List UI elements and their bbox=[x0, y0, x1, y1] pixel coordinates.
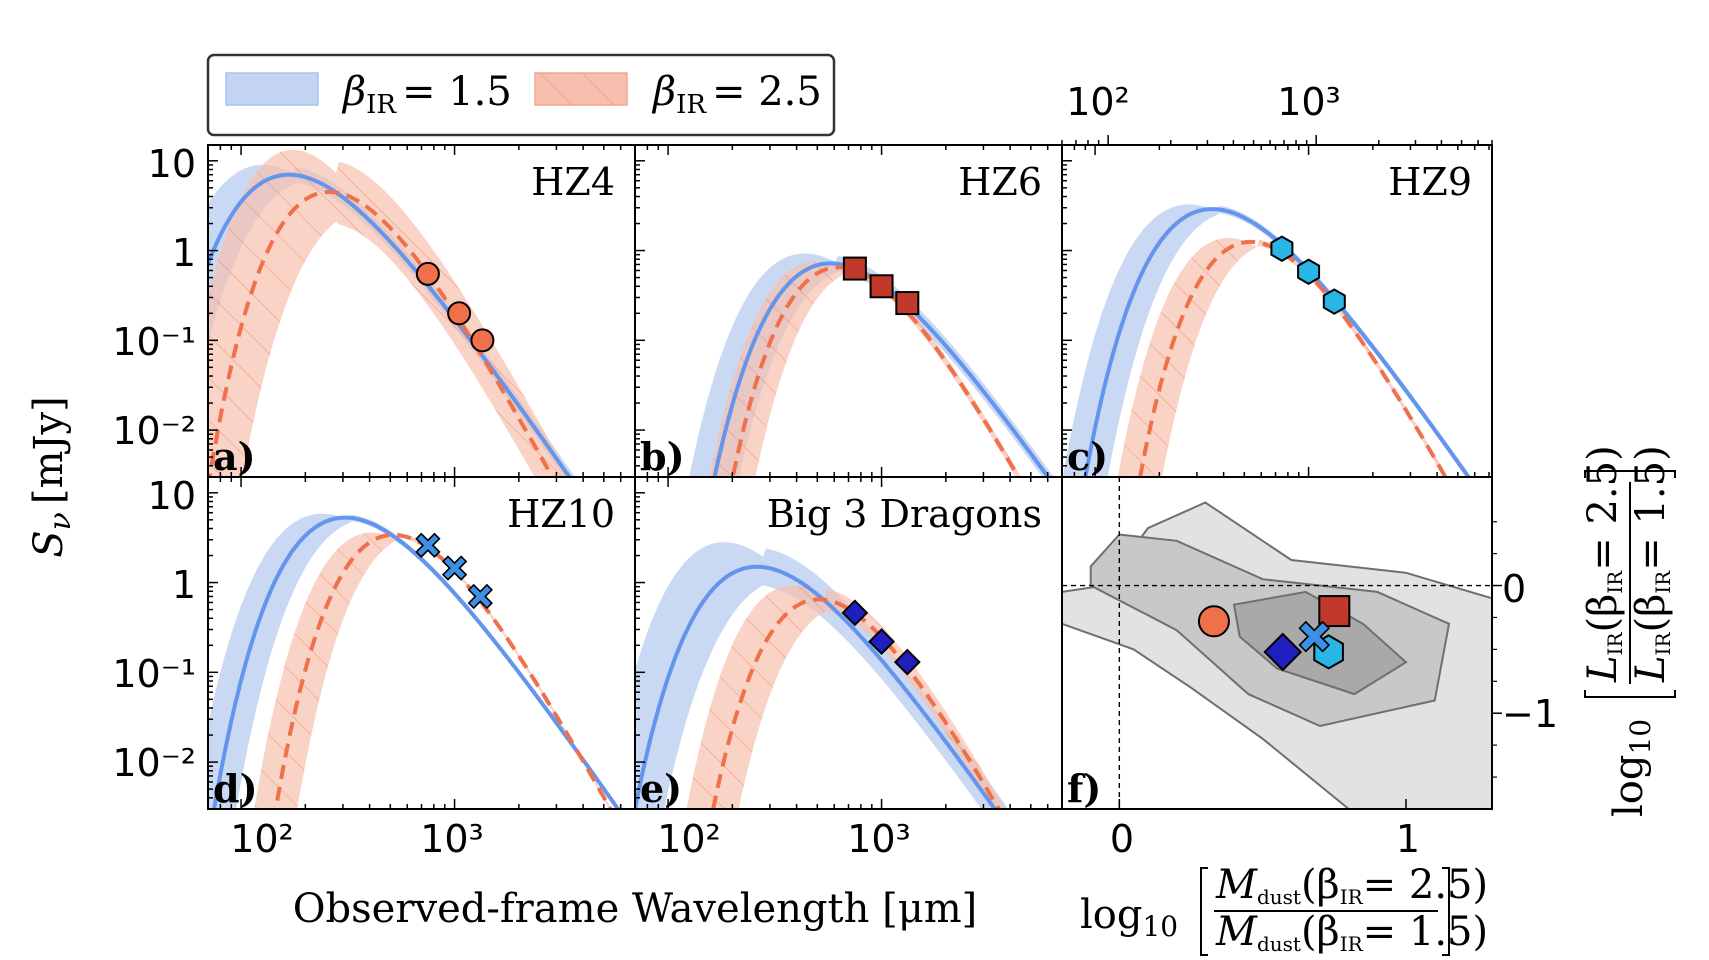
beta-2-5-hatch bbox=[709, 261, 1022, 477]
beta-2-5-sed-line bbox=[208, 189, 555, 477]
data-point-big-3-dragons bbox=[893, 648, 921, 676]
y-tick-0-01: 10⁻² bbox=[112, 409, 196, 453]
legend-label-beta-1-5: βIR = 1.5 bbox=[341, 69, 512, 120]
beta-2-5-hatch bbox=[1117, 238, 1448, 477]
beta-1-5-uncertainty-band bbox=[635, 542, 1009, 809]
y-tick-labels-top: 10 1 10⁻¹ 10⁻² bbox=[112, 142, 196, 453]
data-point-big-3-dragons bbox=[868, 628, 895, 655]
data-point-hz6 bbox=[895, 291, 920, 316]
f-ylabel-bracket-left bbox=[1584, 690, 1676, 698]
x-tick-100-e: 10² bbox=[657, 817, 721, 861]
y-tick-0-1: 10⁻¹ bbox=[112, 652, 196, 696]
legend-swatch-beta-1-5 bbox=[225, 72, 319, 106]
f-x-tick-1: 1 bbox=[1396, 817, 1420, 861]
beta-1-5-sed-line bbox=[1083, 207, 1471, 477]
beta-2-5-hatch bbox=[254, 532, 612, 809]
panel-c bbox=[1061, 145, 1490, 478]
data-point-hz9 bbox=[1270, 235, 1294, 262]
f-xlabel-bracket-right bbox=[1442, 867, 1450, 956]
panel-letter-a: a) bbox=[213, 434, 256, 479]
x-tick-1000-d: 10³ bbox=[420, 817, 484, 861]
data-point-hz10 bbox=[441, 555, 468, 581]
f-ylabel-denominator: LIR(βIR= 1.5) bbox=[1628, 445, 1675, 683]
panel-letter-d: d) bbox=[213, 766, 258, 811]
data-point-hz4 bbox=[447, 301, 472, 326]
panel-letter-e: e) bbox=[640, 766, 682, 811]
y-tick-10: 10 bbox=[148, 142, 196, 186]
beta-1-5-uncertainty-band bbox=[1062, 204, 1472, 477]
f-xlabel-bracket-left bbox=[1200, 867, 1208, 956]
x-axis-label: Observed-frame Wavelength [μm] bbox=[293, 886, 977, 932]
f-ylabel-bracket-right bbox=[1584, 470, 1676, 478]
panel-b bbox=[634, 145, 1063, 478]
y-tick-1: 1 bbox=[172, 231, 196, 275]
f-xlabel-denominator: Mdust(βIR= 1.5) bbox=[1215, 909, 1488, 956]
panel-title-e: Big 3 Dragons bbox=[767, 492, 1042, 536]
data-point-hz10 bbox=[1298, 620, 1331, 653]
panel-title-b: HZ6 bbox=[958, 160, 1042, 204]
data-point-hz4 bbox=[415, 261, 440, 286]
top-x-tick-1000: 10³ bbox=[1277, 80, 1341, 124]
y-tick-1: 1 bbox=[172, 563, 196, 607]
data-point-hz6 bbox=[1318, 595, 1351, 628]
beta-1-5-sed-line bbox=[635, 564, 998, 809]
f-xlabel-log: log10 bbox=[1080, 892, 1178, 943]
f-ylabel-log: log10 bbox=[1606, 719, 1657, 817]
f-y-tick-m1: −1 bbox=[1502, 692, 1558, 736]
data-point-hz10 bbox=[467, 583, 493, 610]
panel-title-a: HZ4 bbox=[531, 160, 615, 204]
data-point-big-3-dragons bbox=[841, 599, 869, 627]
f-y-tick-0: 0 bbox=[1502, 567, 1526, 611]
f-ylabel-numerator: LIR(βIR= 2.5) bbox=[1580, 445, 1627, 683]
panel-letter-b: b) bbox=[640, 434, 685, 479]
data-point-hz4 bbox=[470, 328, 495, 353]
legend-swatch-hatch bbox=[535, 73, 627, 105]
x-tick-1000-e: 10³ bbox=[847, 817, 911, 861]
data-point-hz9 bbox=[1297, 258, 1321, 286]
legend-label-beta-2-5: βIR = 2.5 bbox=[651, 69, 822, 120]
legend: βIR = 1.5 βIR = 2.5 bbox=[206, 53, 836, 137]
beta-2-5-sed-line bbox=[711, 597, 1002, 809]
plot-area bbox=[208, 513, 621, 809]
panel-frame-f bbox=[1061, 476, 1493, 810]
y-axis-label: Sν[mJy] bbox=[26, 396, 78, 557]
panel-letter-f: f) bbox=[1067, 766, 1101, 811]
legend-frame bbox=[206, 53, 836, 137]
y-tick-10: 10 bbox=[148, 474, 196, 518]
data-point-big-3-dragons bbox=[1263, 632, 1303, 672]
x-tick-100-d: 10² bbox=[230, 817, 294, 861]
panel-e bbox=[634, 477, 1063, 810]
data-point-hz4 bbox=[1197, 605, 1230, 638]
data-point-hz6 bbox=[842, 256, 867, 281]
panel-title-d: HZ10 bbox=[507, 492, 615, 536]
f-y-axis-label: log10 LIR(βIR= 2.5) LIR(βIR= 1.5) bbox=[1580, 445, 1676, 817]
beta-1-5-sed-line bbox=[212, 515, 621, 809]
panel-f bbox=[1061, 135, 1502, 809]
f-x-tick-0: 0 bbox=[1110, 817, 1134, 861]
plot-area bbox=[208, 149, 575, 477]
data-point-hz10 bbox=[415, 532, 441, 558]
data-point-hz6 bbox=[869, 274, 894, 299]
top-x-tick-100: 10² bbox=[1066, 80, 1130, 124]
panel-d bbox=[207, 477, 636, 810]
f-xlabel-numerator: Mdust(βIR= 2.5) bbox=[1215, 862, 1488, 909]
y-tick-labels-bottom: 10 1 10⁻¹ 10⁻² bbox=[112, 474, 196, 785]
panel-title-c: HZ9 bbox=[1388, 160, 1472, 204]
panel-letter-c: c) bbox=[1067, 434, 1108, 479]
f-x-axis-label: log10 Mdust(βIR= 2.5) Mdust(βIR= 1.5) bbox=[1080, 862, 1488, 956]
plot-area bbox=[635, 542, 1009, 809]
beta-2-5-hatch bbox=[208, 149, 570, 477]
y-tick-0-1: 10⁻¹ bbox=[112, 320, 196, 364]
y-tick-0-01: 10⁻² bbox=[112, 741, 196, 785]
data-point-hz9 bbox=[1322, 288, 1346, 315]
